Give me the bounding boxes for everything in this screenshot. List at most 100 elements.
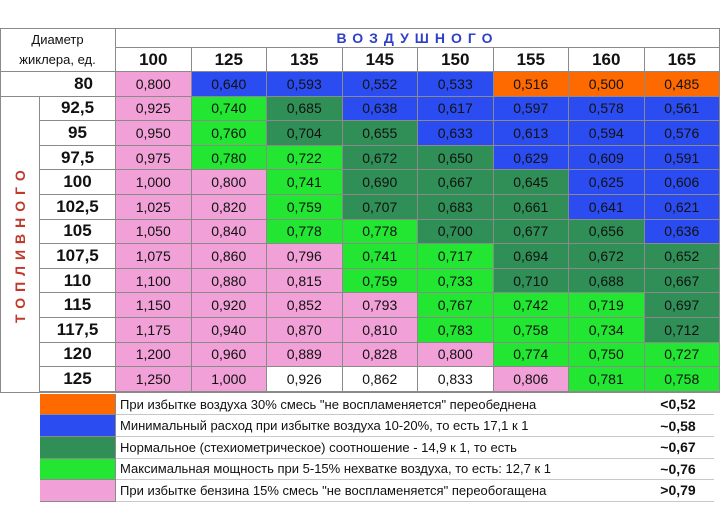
row-header: 117,5 [40,318,116,343]
legend-swatch [40,415,116,437]
ratio-cell: 0,852 [267,293,343,318]
ratio-cell: 0,925 [116,96,192,122]
legend-value: <0,52 [642,394,714,416]
row-header: 102,5 [40,195,116,220]
ratio-cell: 0,727 [644,342,720,368]
row-header: 97,5 [40,145,116,171]
ratio-cell: 1,100 [116,268,192,294]
ratio-cell: 0,800 [418,342,494,368]
row-header: 120 [40,342,116,368]
ratio-cell: 0,672 [342,145,418,171]
ratio-cell: 0,778 [342,219,418,245]
ratio-cell: 1,150 [116,293,192,318]
ratio-cell: 0,862 [342,367,418,392]
ratio-cell: 1,050 [116,219,192,245]
ratio-cell: 0,717 [418,244,494,269]
ratio-cell: 0,633 [418,121,494,146]
ratio-cell: 0,722 [267,145,343,171]
ratio-cell: 0,870 [267,318,343,343]
row-header: 100 [40,170,116,195]
ratio-cell: 0,597 [493,96,569,122]
ratio-cell: 0,533 [418,72,494,97]
ratio-cell: 0,576 [644,121,720,146]
ratio-cell: 0,920 [191,293,267,318]
fuel-jet-title: ТОПЛИВНОГО [12,163,28,323]
ratio-cell: 0,707 [342,195,418,220]
ratio-cell: 0,636 [644,219,720,245]
ratio-cell: 0,656 [569,219,645,245]
ratio-cell: 0,712 [644,318,720,343]
ratio-cell: 0,578 [569,96,645,122]
ratio-cell: 0,645 [493,170,569,195]
ratio-cell: 1,000 [191,367,267,392]
ratio-cell: 0,591 [644,145,720,171]
ratio-cell: 0,650 [418,145,494,171]
ratio-cell: 1,025 [116,195,192,220]
ratio-cell: 0,640 [191,72,267,97]
ratio-cell: 0,710 [493,268,569,294]
ratio-cell: 1,250 [116,367,192,392]
ratio-cell: 0,960 [191,342,267,368]
corner-line2: жиклера, ед. [19,51,96,67]
ratio-cell: 0,677 [493,219,569,245]
legend-swatch [40,437,116,459]
ratio-cell: 0,820 [191,195,267,220]
ratio-cell: 0,950 [116,121,192,146]
ratio-cell: 0,613 [493,121,569,146]
ratio-cell: 0,741 [267,170,343,195]
column-header: 135 [267,48,343,72]
ratio-cell: 0,783 [418,318,494,343]
column-header: 155 [493,48,569,72]
ratio-cell: 0,629 [493,145,569,171]
ratio-cell: 0,774 [493,342,569,368]
legend-value: ~0,58 [642,415,714,437]
row-header: 125 [40,367,116,392]
ratio-cell: 0,704 [267,121,343,146]
ratio-cell: 0,880 [191,268,267,294]
ratio-cell: 0,926 [267,367,343,392]
ratio-cell: 0,759 [342,268,418,294]
ratio-cell: 1,200 [116,342,192,368]
ratio-cell: 0,741 [342,244,418,269]
ratio-cell: 0,690 [342,170,418,195]
ratio-cell: 0,694 [493,244,569,269]
ratio-cell: 0,800 [191,170,267,195]
row-header: 95 [40,121,116,146]
ratio-cell: 0,609 [569,145,645,171]
legend-text: Максимальная мощность при 5-15% нехватке… [116,459,642,481]
ratio-cell: 0,621 [644,195,720,220]
ratio-cell: 0,667 [644,268,720,294]
row-header: 105 [40,219,116,245]
ratio-cell: 0,700 [418,219,494,245]
ratio-cell: 0,940 [191,318,267,343]
legend-value: ~0,76 [642,459,714,481]
ratio-cell: 0,758 [493,318,569,343]
column-header: 125 [191,48,267,72]
ratio-cell: 0,733 [418,268,494,294]
row-header: 107,5 [40,244,116,269]
ratio-cell: 0,593 [267,72,343,97]
ratio-cell: 0,767 [418,293,494,318]
ratio-cell: 0,781 [569,367,645,392]
ratio-cell: 0,815 [267,268,343,294]
legend-swatch [40,458,116,481]
ratio-cell: 0,740 [191,96,267,122]
legend-text: При избытке воздуха 30% смесь "не воспла… [116,394,642,416]
ratio-cell: 0,975 [116,145,192,171]
ratio-cell: 0,759 [267,195,343,220]
corner-line1: Диаметр [31,31,84,47]
ratio-cell: 1,000 [116,170,192,195]
legend-text: Нормальное (стехиометрическое) соотношен… [116,437,642,459]
ratio-cell: 0,485 [644,72,720,97]
legend-value: >0,79 [642,480,714,502]
ratio-cell: 0,552 [342,72,418,97]
ratio-cell: 0,655 [342,121,418,146]
ratio-cell: 0,561 [644,96,720,122]
ratio-cell: 0,500 [569,72,645,97]
ratio-cell: 0,606 [644,170,720,195]
ratio-cell: 0,860 [191,244,267,269]
ratio-cell: 0,778 [267,219,343,245]
ratio-cell: 0,810 [342,318,418,343]
row-header: 110 [40,268,116,294]
